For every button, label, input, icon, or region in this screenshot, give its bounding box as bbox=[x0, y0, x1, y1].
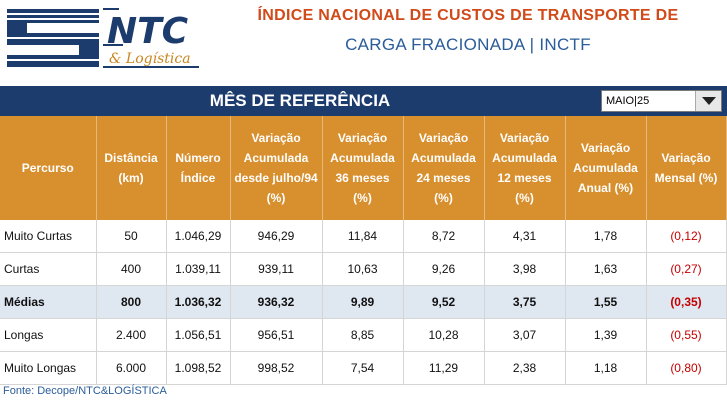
logo-text: NTC bbox=[107, 11, 189, 52]
table-cell: 1,63 bbox=[565, 252, 647, 286]
table-row: Muito Longas 6.000 1.098,52 998,52 7,54 … bbox=[0, 351, 727, 385]
table-cell: 11,84 bbox=[322, 220, 404, 253]
table-cell: 936,32 bbox=[230, 285, 323, 319]
table-cell: (0,55) bbox=[646, 318, 727, 352]
table-row: Longas 2.400 1.056,51 956,51 8,85 10,28 … bbox=[0, 318, 727, 352]
table-cell: 400 bbox=[96, 252, 167, 286]
table-cell: 946,29 bbox=[230, 220, 323, 253]
table-cell: 2,38 bbox=[484, 351, 566, 385]
column-header: Variação Acumulada Anual (%) bbox=[565, 116, 647, 220]
column-header: Variação Mensal (%) bbox=[646, 116, 727, 220]
reference-month-bar: MÊS DE REFERÊNCIA MAIO|25 bbox=[0, 86, 727, 116]
table-cell: (0,27) bbox=[646, 252, 727, 286]
table-header-row: Percurso Distância (km) Número Índice Va… bbox=[0, 116, 727, 220]
table-cell: 3,07 bbox=[484, 318, 566, 352]
page-header: NTC & Logística ÍNDICE NACIONAL DE CUSTO… bbox=[0, 0, 727, 78]
column-header: Número Índice bbox=[166, 116, 231, 220]
table-row: Curtas 400 1.039,11 939,11 10,63 9,26 3,… bbox=[0, 252, 727, 286]
table-cell: 3,98 bbox=[484, 252, 566, 286]
table-cell: Muito Longas bbox=[0, 351, 97, 385]
table-cell: 4,31 bbox=[484, 220, 566, 253]
table-cell: 956,51 bbox=[230, 318, 323, 352]
table-cell: 1,78 bbox=[565, 220, 647, 253]
dropdown-button[interactable] bbox=[695, 91, 721, 111]
table-cell: (0,35) bbox=[646, 285, 727, 319]
table-cell: 1,18 bbox=[565, 351, 647, 385]
column-header: Percurso bbox=[0, 116, 97, 220]
page-title-line2: CARGA FRACIONADA | INCTF bbox=[345, 35, 591, 54]
table-cell: 10,28 bbox=[403, 318, 485, 352]
reference-month-value: MAIO|25 bbox=[606, 95, 650, 107]
table-cell: 1.098,52 bbox=[166, 351, 231, 385]
table-cell: (0,12) bbox=[646, 220, 727, 253]
logo-subtext: & Logística bbox=[109, 51, 191, 67]
table-cell: Curtas bbox=[0, 252, 97, 286]
column-header: Variação Acumulada 24 meses (%) bbox=[403, 116, 485, 220]
table-cell: 939,11 bbox=[230, 252, 323, 286]
table-cell: 3,75 bbox=[484, 285, 566, 319]
table-cell: 50 bbox=[96, 220, 167, 253]
index-table: Percurso Distância (km) Número Índice Va… bbox=[0, 116, 727, 385]
table-cell: 1.039,11 bbox=[166, 252, 231, 286]
table-cell: 800 bbox=[96, 285, 167, 319]
column-header: Variação Acumulada 36 meses (%) bbox=[322, 116, 404, 220]
table-cell: 7,54 bbox=[322, 351, 404, 385]
column-header: Distância (km) bbox=[96, 116, 167, 220]
table-cell: 998,52 bbox=[230, 351, 323, 385]
table-cell: 8,72 bbox=[403, 220, 485, 253]
table-cell: 9,26 bbox=[403, 252, 485, 286]
table-cell: 1.046,29 bbox=[166, 220, 231, 253]
table-cell: 6.000 bbox=[96, 351, 167, 385]
table-cell: 10,63 bbox=[322, 252, 404, 286]
table-row: Muito Curtas 50 1.046,29 946,29 11,84 8,… bbox=[0, 220, 727, 253]
table-cell: 1.036,32 bbox=[166, 285, 231, 319]
column-header: Variação Acumulada 12 meses (%) bbox=[484, 116, 566, 220]
table-cell: Médias bbox=[0, 285, 97, 319]
reference-month-select[interactable]: MAIO|25 bbox=[601, 90, 722, 112]
ntc-logo: NTC & Logística bbox=[7, 8, 199, 68]
table-cell: Muito Curtas bbox=[0, 220, 97, 253]
source-note: Fonte: Decope/NTC&LOGÍSTICA bbox=[3, 385, 167, 397]
table-cell: 1,39 bbox=[565, 318, 647, 352]
reference-month-label: MÊS DE REFERÊNCIA bbox=[209, 91, 391, 110]
table-cell: 8,85 bbox=[322, 318, 404, 352]
table-cell: 2.400 bbox=[96, 318, 167, 352]
table-cell: (0,80) bbox=[646, 351, 727, 385]
table-row-highlighted: Médias 800 1.036,32 936,32 9,89 9,52 3,7… bbox=[0, 285, 727, 319]
table-cell: 9,89 bbox=[322, 285, 404, 319]
table-cell: Longas bbox=[0, 318, 97, 352]
table-cell: 1.056,51 bbox=[166, 318, 231, 352]
table-cell: 9,52 bbox=[403, 285, 485, 319]
page-title-line1: ÍNDICE NACIONAL DE CUSTOS DE TRANSPORTE … bbox=[257, 7, 679, 24]
table-cell: 1,55 bbox=[565, 285, 647, 319]
column-header: Variação Acumulada desde julho/94 (%) bbox=[230, 116, 323, 220]
chevron-down-icon bbox=[702, 97, 716, 105]
table-cell: 11,29 bbox=[403, 351, 485, 385]
